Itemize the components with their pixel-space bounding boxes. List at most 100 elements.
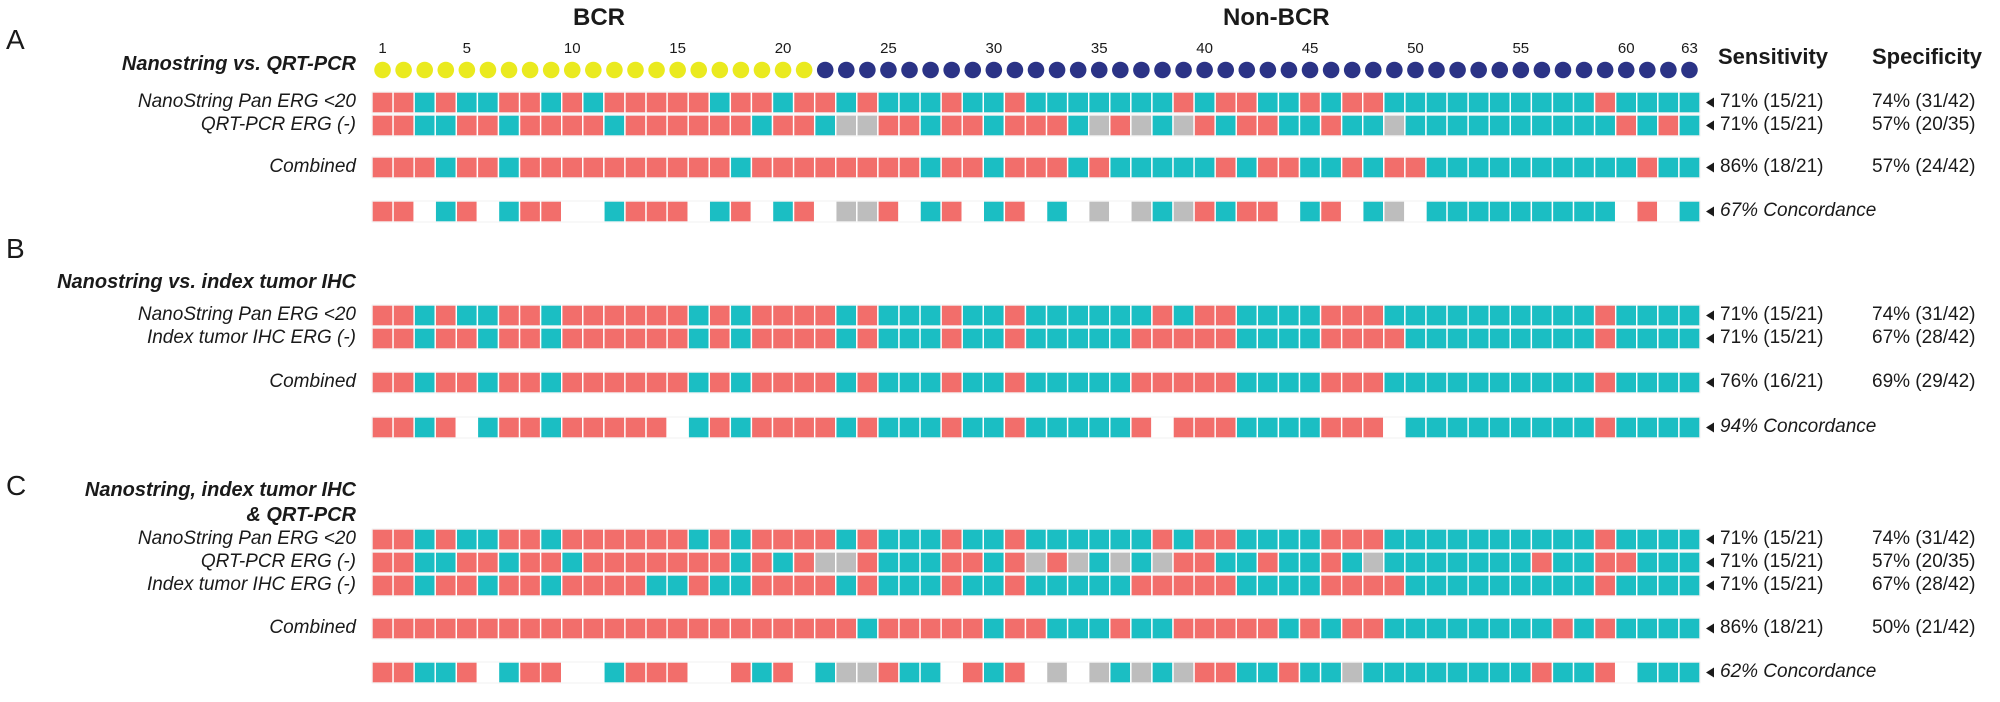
- specificity-value: 74% (31/42): [1872, 304, 1976, 325]
- grid-cell: [476, 200, 500, 223]
- grid-cell: [603, 327, 626, 350]
- grid-cell: [1488, 91, 1511, 114]
- concordance-value: 62% Concordance: [1720, 661, 1877, 682]
- sensitivity-value: 71% (15/21): [1720, 114, 1824, 135]
- grid-cell: [792, 91, 816, 114]
- row-outline: [371, 200, 1701, 223]
- grid-cell: [813, 416, 837, 439]
- grid-cell: [877, 200, 900, 223]
- grid-cell: [392, 91, 415, 114]
- grid-cell: [497, 617, 521, 640]
- grid-cell: [1256, 114, 1280, 137]
- grid-cell: [1319, 617, 1343, 640]
- grid-cell: [371, 371, 394, 394]
- grid-cell: [750, 327, 774, 350]
- grid-cell: [1636, 114, 1659, 137]
- grid-cell: [877, 661, 900, 684]
- grid-cell: [497, 371, 521, 394]
- grid-cell: [919, 200, 942, 223]
- grid-cell: [1193, 156, 1216, 179]
- grid-cell: [1362, 617, 1385, 640]
- sample-dot: [1048, 61, 1066, 79]
- grid-cell: [539, 528, 563, 551]
- grid-cell: [1614, 617, 1638, 640]
- grid-cell: [434, 551, 458, 574]
- grid-cell: [1467, 156, 1490, 179]
- sample-dot: [500, 61, 518, 79]
- grid-cell: [961, 574, 984, 597]
- grid-cell: [1383, 156, 1406, 179]
- sample-dot: [1407, 61, 1424, 79]
- grid-cell: [1087, 574, 1111, 597]
- sample-dot: [1133, 61, 1150, 79]
- grid-cell: [434, 304, 458, 327]
- grid-cell: [1551, 156, 1575, 179]
- grid-cell: [687, 551, 710, 574]
- grid-cell: [1172, 371, 1195, 394]
- grid-cell: [1425, 156, 1448, 179]
- grid-cell: [561, 617, 584, 640]
- grid-cell: [919, 617, 942, 640]
- grid-cell: [392, 416, 415, 439]
- grid-cell: [1319, 574, 1343, 597]
- grid-cell: [603, 661, 626, 684]
- grid-cell: [1256, 661, 1280, 684]
- grid-cell: [1404, 661, 1427, 684]
- grid-cell: [1298, 617, 1322, 640]
- grid-cell: [1509, 617, 1533, 640]
- grid-cell: [1087, 371, 1111, 394]
- grid-cell: [1467, 371, 1490, 394]
- grid-cell: [771, 528, 795, 551]
- grid-cell: [1045, 304, 1069, 327]
- grid-cell: [708, 661, 732, 684]
- grid-cell: [1066, 91, 1090, 114]
- grid-cell: [1488, 528, 1511, 551]
- grid-cell: [561, 91, 584, 114]
- grid-cell: [919, 574, 942, 597]
- grid-cell: [1551, 371, 1575, 394]
- grid-cell: [1678, 371, 1701, 394]
- grid-cell: [1235, 416, 1259, 439]
- grid-cell: [624, 114, 647, 137]
- grid-cell: [455, 304, 479, 327]
- grid-cell: [856, 114, 879, 137]
- grid-cell: [1277, 416, 1301, 439]
- grid-cell: [708, 200, 732, 223]
- grid-cell: [434, 156, 458, 179]
- grid-cell: [982, 156, 1006, 179]
- specificity-value: 57% (24/42): [1872, 156, 1976, 177]
- grid-cell: [1404, 114, 1427, 137]
- grid-cell: [1383, 91, 1406, 114]
- row-label: Index tumor IHC ERG (-): [146, 327, 356, 348]
- grid-cell: [1509, 200, 1533, 223]
- grid-cell: [1277, 156, 1301, 179]
- grid-cell: [1066, 551, 1090, 574]
- grid-cell: [1277, 551, 1301, 574]
- sample-dot: [437, 61, 455, 79]
- grid-cell: [1614, 371, 1638, 394]
- row-outline: [371, 304, 1701, 327]
- grid-cell: [1214, 371, 1237, 394]
- grid-cell: [1151, 551, 1174, 574]
- grid-cell: [645, 617, 668, 640]
- grid-cell: [476, 528, 500, 551]
- sensitivity-value: 71% (15/21): [1720, 574, 1824, 595]
- grid-cell: [371, 574, 394, 597]
- row-outline: [371, 528, 1701, 551]
- grid-cell: [1066, 416, 1090, 439]
- grid-cell: [455, 574, 479, 597]
- grid-cell: [1256, 416, 1280, 439]
- grid-cell: [1066, 574, 1090, 597]
- grid-cell: [539, 91, 563, 114]
- grid-cell: [666, 416, 689, 439]
- grid-cell: [624, 661, 647, 684]
- grid-cell: [1235, 156, 1259, 179]
- grid-cell: [687, 416, 710, 439]
- grid-cell: [729, 617, 753, 640]
- grid-cell: [708, 114, 732, 137]
- grid-cell: [582, 156, 605, 179]
- grid-cell: [1172, 574, 1195, 597]
- grid-cell: [582, 551, 605, 574]
- grid-cell: [1383, 304, 1406, 327]
- grid-cell: [1003, 91, 1027, 114]
